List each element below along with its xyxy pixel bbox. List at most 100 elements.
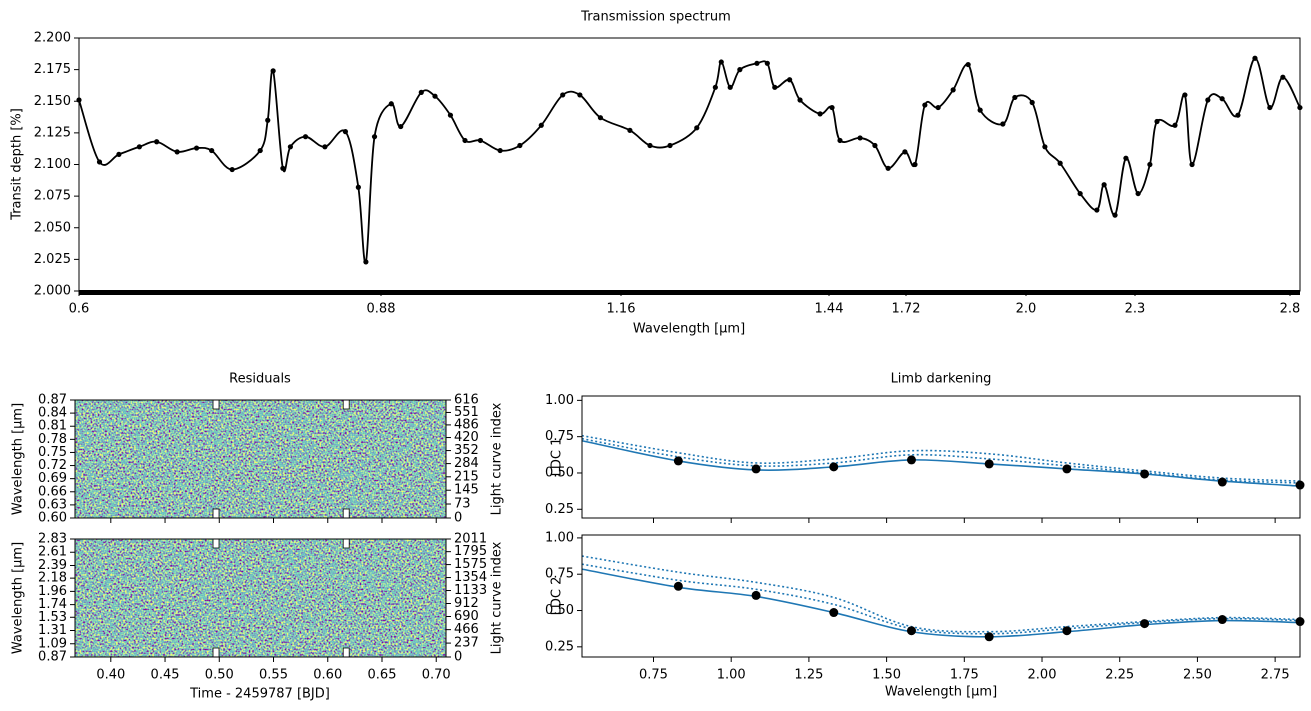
y-tick-label: 2.050	[34, 220, 71, 235]
spectrum-point	[712, 84, 718, 90]
axes-frame	[581, 395, 1301, 519]
x-tick-label: 2.50	[1183, 668, 1212, 683]
y-tick-label: 0.87	[38, 393, 67, 408]
spectrum-point	[872, 142, 878, 149]
spectrum-point	[965, 61, 971, 68]
y-tick-label: 2.100	[34, 157, 71, 172]
y-tick-label: 2.39	[38, 558, 67, 573]
x-axis-label: Wavelength [μm]	[885, 685, 997, 700]
spectrum-point	[718, 59, 724, 65]
y-tick-label: 0.25	[545, 639, 574, 654]
x-tick-label: 0.65	[368, 668, 397, 683]
minor-tick-band	[79, 290, 1300, 295]
spectrum-point	[950, 87, 956, 93]
spectrum-point	[737, 67, 743, 73]
y-tick-label: 0.60	[38, 511, 67, 526]
ldc-point	[984, 632, 994, 642]
x-tick-label: 0.50	[205, 668, 234, 683]
y-tick-label: 0	[454, 650, 462, 665]
spectrum-point	[1182, 92, 1188, 98]
x-tick-label: 0.40	[96, 668, 125, 683]
spectrum-point	[270, 68, 276, 74]
spectrum-point	[647, 142, 653, 149]
ldc-line	[581, 563, 1301, 635]
spectrum-point	[1057, 160, 1063, 166]
x-tick-label: 0.60	[313, 668, 342, 683]
y-axis-label: LDC 2	[550, 577, 565, 616]
x-tick-label: 2.25	[1105, 668, 1134, 683]
axes-frame	[581, 534, 1301, 658]
y-tick-label: 1133	[454, 583, 487, 598]
x-tick-label: 1.16	[607, 302, 636, 317]
x-tick-label: 1.75	[950, 668, 979, 683]
spectrum-point	[1012, 94, 1018, 101]
y-tick-label: 352	[454, 443, 479, 458]
spectrum-point	[371, 134, 378, 140]
y-tick-label: 73	[454, 497, 471, 512]
ldc-point	[1217, 477, 1227, 487]
spectrum-point	[1235, 112, 1241, 118]
x-tick-label: 0.6	[69, 302, 90, 317]
spectrum-point	[577, 92, 583, 98]
y2-axis-label: Light curve index	[490, 402, 505, 515]
chart-title: Transmission spectrum	[580, 10, 731, 25]
y-tick-label: 2.200	[34, 31, 71, 46]
y-tick-label: 2.025	[34, 252, 71, 267]
y-tick-label: 0.75	[545, 567, 574, 582]
spectrum-point	[447, 112, 454, 118]
spectrum-point	[229, 166, 235, 173]
ldc-point	[829, 462, 839, 472]
ldc-line	[581, 568, 1301, 638]
spectrum-point	[1112, 212, 1118, 218]
y-tick-label: 0.50	[545, 603, 574, 618]
spectrum-point	[174, 149, 180, 155]
spectrum-point	[627, 127, 633, 133]
spectrum-point	[363, 259, 369, 265]
spectrum-point	[280, 165, 286, 171]
spectrum-point	[977, 107, 983, 113]
spectrum-point	[257, 147, 263, 154]
residual-image	[75, 539, 446, 657]
spectrum-point	[912, 161, 918, 168]
spectrum-point	[727, 84, 733, 90]
x-tick-label: 0.45	[151, 668, 180, 683]
x-tick-label: 0.70	[422, 668, 451, 683]
x-tick-label: 1.50	[872, 668, 901, 683]
y-tick-label: 466	[454, 622, 479, 637]
ldc-point	[673, 581, 683, 591]
y-axis-label: Wavelength [μm]	[11, 403, 26, 515]
spectrum-line	[78, 57, 1301, 264]
spectrum-point	[116, 151, 122, 157]
contact-marker	[342, 538, 350, 549]
spectrum-point	[136, 144, 142, 150]
spectrum-point	[193, 145, 200, 151]
y-tick-label: 2.125	[34, 125, 71, 140]
y-tick-label: 2.175	[34, 62, 71, 77]
y-tick-label: 1.74	[38, 597, 67, 612]
ldc-point	[1217, 615, 1227, 625]
y-tick-label: 0.84	[38, 406, 67, 421]
spectrum-point	[1189, 161, 1195, 168]
spectrum-point	[1147, 161, 1153, 168]
y-tick-label: 2.150	[34, 94, 71, 109]
spectrum-point	[1219, 96, 1225, 102]
ldc-point	[906, 626, 916, 636]
contact-marker	[212, 508, 220, 519]
spectrum-point	[772, 84, 778, 90]
y-tick-label: 2.61	[38, 545, 67, 560]
spectrum-point	[597, 115, 604, 121]
y-tick-label: 0.66	[38, 484, 67, 499]
axes-frame	[74, 538, 447, 658]
y-axis-label: Wavelength [μm]	[11, 542, 26, 654]
spectrum-point	[1172, 122, 1178, 128]
spectrum-point	[1029, 99, 1035, 106]
y-tick-label: 0.75	[545, 429, 574, 444]
x-axis-label: Wavelength [μm]	[633, 322, 745, 337]
spectrum-point	[694, 125, 700, 131]
x-tick-label: 1.00	[717, 668, 746, 683]
y-tick-label: 2.83	[38, 532, 67, 547]
x-tick-label: 1.44	[815, 302, 844, 317]
y-tick-label: 0.63	[38, 497, 67, 512]
spectrum-point	[388, 101, 394, 107]
